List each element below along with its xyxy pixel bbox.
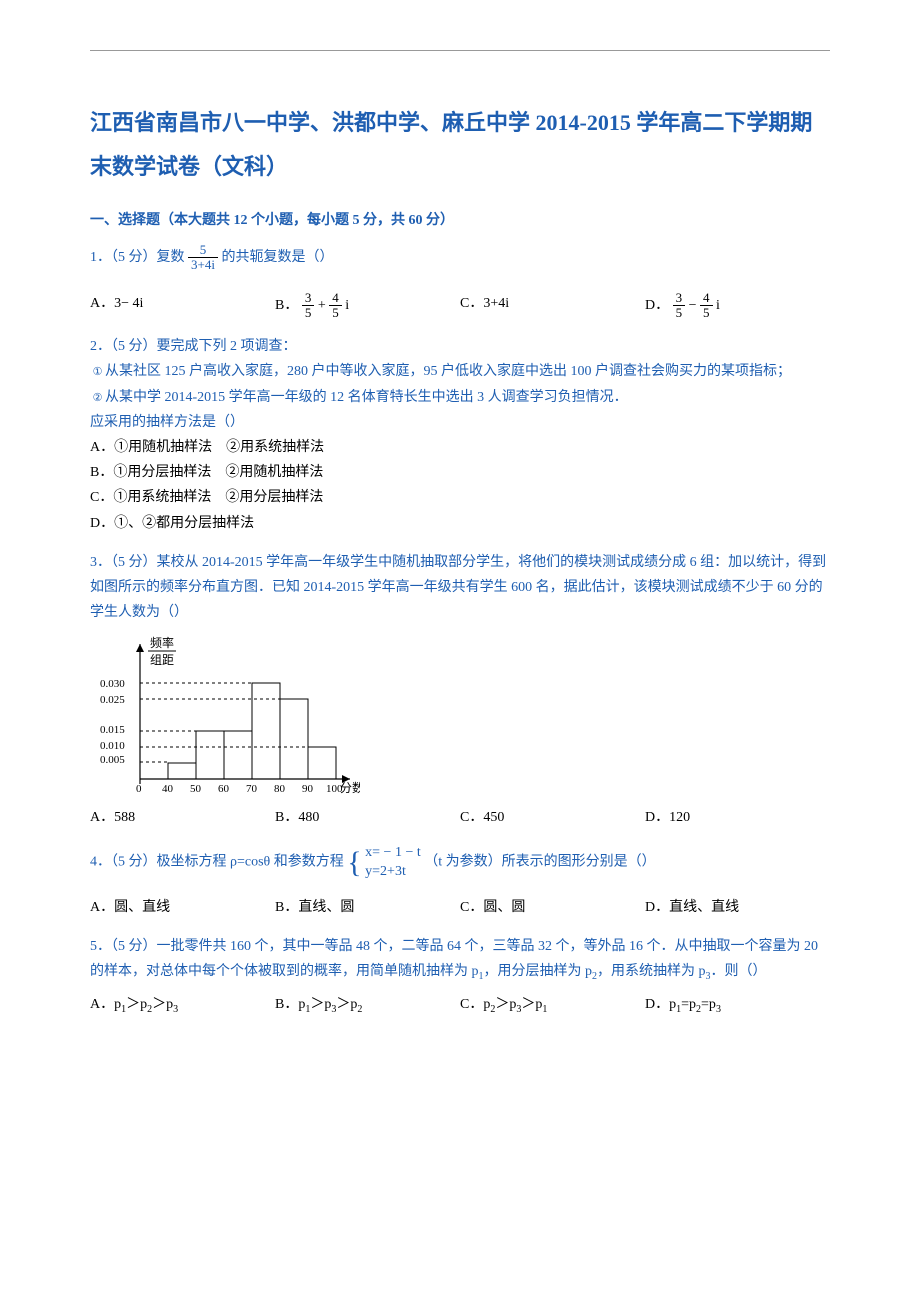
q5-options: A．p1＞p2＞p3 B．p1＞p3＞p2 C．p2＞p3＞p1 D．p1=p2… <box>90 992 830 1019</box>
svg-text:70: 70 <box>246 783 258 795</box>
q2-opt-b: B．①用分层抽样法 ②用随机抽样法 <box>90 460 830 485</box>
svg-text:分数: 分数 <box>340 780 360 795</box>
exam-title: 江西省南昌市八一中学、洪都中学、麻丘中学 2014-2015 学年高二下学期期末… <box>90 101 830 189</box>
question-3: 3．（5 分）某校从 2014-2015 学年高一年级学生中随机抽取部分学生，将… <box>90 550 830 831</box>
q4-param-eq: x= − 1 − t y=2+3t <box>365 844 421 880</box>
q3-opt-c: C．450 <box>460 805 645 830</box>
q1-opt-a: A．3− 4i <box>90 291 275 321</box>
q4-options: A．圆、直线 B．直线、圆 C．圆、圆 D．直线、直线 <box>90 895 830 920</box>
q1-stem-post: 的共轭复数是（） <box>221 250 333 265</box>
q1-fraction: 5 3+4i <box>188 243 218 273</box>
q2-opt-d: D．①、②都用分层抽样法 <box>90 511 830 536</box>
section-heading: 一、选择题（本大题共 12 个小题，每小题 5 分，共 60 分） <box>90 209 830 229</box>
q4-opt-b: B．直线、圆 <box>275 895 460 920</box>
top-rule <box>90 50 830 51</box>
svg-text:0.030: 0.030 <box>100 678 125 690</box>
q2-line1: ①从某社区 125 户高收入家庭，280 户中等收入家庭，95 户低收入家庭中选… <box>90 359 830 384</box>
q1-opt-c: C．3+4i <box>460 291 645 321</box>
svg-text:80: 80 <box>274 783 286 795</box>
q3-stem: 3．（5 分）某校从 2014-2015 学年高一年级学生中随机抽取部分学生，将… <box>90 550 830 626</box>
q4-opt-d: D．直线、直线 <box>645 895 830 920</box>
q5-opt-b: B．p1＞p3＞p2 <box>275 992 460 1019</box>
q1-stem-pre: 1．（5 分）复数 <box>90 250 185 265</box>
q4-stem-pre: 4．（5 分）极坐标方程 ρ=cosθ 和参数方程 <box>90 855 344 870</box>
question-2: 2．（5 分）要完成下列 2 项调查： ①从某社区 125 户高收入家庭，280… <box>90 334 830 536</box>
svg-text:0.015: 0.015 <box>100 724 125 736</box>
svg-text:40: 40 <box>162 783 174 795</box>
ylabel-bot: 组距 <box>150 653 174 667</box>
q3-options: A．588 B．480 C．450 D．120 <box>90 805 830 830</box>
q5-opt-c: C．p2＞p3＞p1 <box>460 992 645 1019</box>
q1-options: A．3− 4i B． 35 + 45 i C．3+4i D． 35 − 45 i <box>90 291 830 321</box>
q1-opt-d: D． 35 − 45 i <box>645 291 830 321</box>
ylabel-top: 频率 <box>150 635 174 650</box>
q1-opt-b: B． 35 + 45 i <box>275 291 460 321</box>
question-5: 5．（5 分）一批零件共 160 个，其中一等品 48 个，二等品 64 个，三… <box>90 934 830 1019</box>
q4-opt-a: A．圆、直线 <box>90 895 275 920</box>
q4-opt-c: C．圆、圆 <box>460 895 645 920</box>
q3-opt-b: B．480 <box>275 805 460 830</box>
q2-opt-a: A．①用随机抽样法 ②用系统抽样法 <box>90 435 830 460</box>
svg-text:0.010: 0.010 <box>100 740 125 752</box>
svg-text:0: 0 <box>136 783 142 795</box>
q2-line3: 应采用的抽样方法是（） <box>90 410 830 435</box>
question-1: 1．（5 分）复数 5 3+4i 的共轭复数是（） A．3− 4i B． 35 … <box>90 243 830 320</box>
q3-opt-d: D．120 <box>645 805 830 830</box>
q3-histogram: 频率 组距 0.005 0.010 0.015 0.025 0.030 0 40… <box>90 629 360 799</box>
q3-opt-a: A．588 <box>90 805 275 830</box>
q2-line2: ②从某中学 2014-2015 学年高一年级的 12 名体育特长生中选出 3 人… <box>90 385 830 410</box>
svg-text:0.025: 0.025 <box>100 694 125 706</box>
q5-opt-a: A．p1＞p2＞p3 <box>90 992 275 1019</box>
question-4: 4．（5 分）极坐标方程 ρ=cosθ 和参数方程 { x= − 1 − t y… <box>90 844 830 920</box>
page: 江西省南昌市八一中学、洪都中学、麻丘中学 2014-2015 学年高二下学期期末… <box>0 0 920 1302</box>
q5-opt-d: D．p1=p2=p3 <box>645 992 830 1019</box>
svg-text:90: 90 <box>302 783 314 795</box>
svg-text:50: 50 <box>190 783 202 795</box>
svg-text:60: 60 <box>218 783 230 795</box>
brace-icon: { <box>347 849 361 876</box>
histogram-svg: 频率 组距 0.005 0.010 0.015 0.025 0.030 0 40… <box>90 629 360 799</box>
svg-text:0.005: 0.005 <box>100 754 125 766</box>
q2-line0: 2．（5 分）要完成下列 2 项调查： <box>90 334 830 359</box>
q2-opt-c: C．①用系统抽样法 ②用分层抽样法 <box>90 485 830 510</box>
q4-stem-post: （t 为参数）所表示的图形分别是（） <box>424 855 655 870</box>
